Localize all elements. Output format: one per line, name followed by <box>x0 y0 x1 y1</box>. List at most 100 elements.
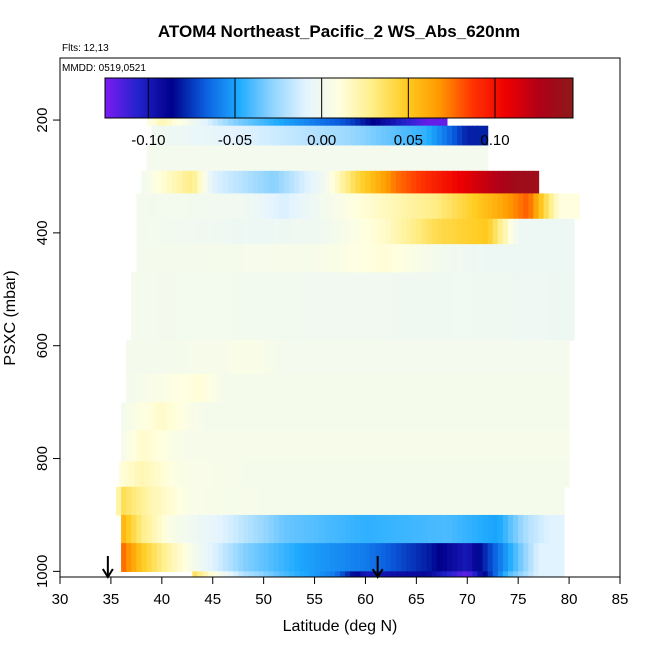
heatmap-cell-r4-c57 <box>426 193 433 220</box>
heatmap-cell-r9-c70 <box>482 373 489 403</box>
heatmap-cell-r10-c58 <box>416 402 423 431</box>
heatmap-cell-r10-c80 <box>528 402 535 431</box>
heatmap-cell-r12-c12 <box>180 461 186 488</box>
heatmap-cell-r8-c9 <box>172 340 178 375</box>
heatmap-cell-r16-c29 <box>340 571 346 577</box>
heatmap-cell-r1-c9 <box>197 125 204 147</box>
heatmap-cell-r14-c84 <box>548 514 555 544</box>
heatmap-cell-r6-c71 <box>497 244 504 273</box>
heatmap-cell-r5-c53 <box>406 218 412 245</box>
heatmap-cell-r15-c73 <box>492 543 499 572</box>
heatmap-cell-r14-c25 <box>248 514 255 544</box>
heatmap-cell-r8-c22 <box>238 340 244 375</box>
heatmap-cell-r9-c20 <box>228 373 234 403</box>
heatmap-cell-r14-c85 <box>553 514 560 544</box>
heatmap-cell-r1-c44 <box>375 125 382 147</box>
heatmap-cell-r9-c54 <box>401 373 407 403</box>
heatmap-cell-r11-c48 <box>365 430 372 462</box>
heatmap-cell-r8-c78 <box>523 340 529 375</box>
heatmap-cell-r15-c51 <box>380 543 387 572</box>
colorbar-tick-label-2: 0.00 <box>307 132 336 149</box>
heatmap-cell-r15-c86 <box>558 543 565 572</box>
heatmap-cell-r1-c45 <box>380 125 387 147</box>
heatmap-cell-r11-c12 <box>182 430 188 462</box>
heatmap-cell-r13-c40 <box>319 486 326 516</box>
heatmap-cell-r10-c42 <box>334 402 341 431</box>
heatmap-cell-r1-c1 <box>156 125 163 147</box>
heatmap-cell-r13-c48 <box>360 486 367 516</box>
heatmap-cell-r2-c35 <box>324 145 331 172</box>
heatmap-cell-r6-c60 <box>441 244 448 273</box>
heatmap-cell-r14-c2 <box>131 514 137 544</box>
heatmap-cell-r1-c37 <box>340 125 346 147</box>
heatmap-cell-r4-c52 <box>401 193 407 220</box>
heatmap-cell-r11-c43 <box>340 430 346 462</box>
heatmap-cell-r12-c2 <box>129 461 135 488</box>
heatmap-cell-r8-c12 <box>187 340 193 375</box>
heatmap-cell-r5-c75 <box>518 218 524 245</box>
heatmap-cell-r7-c6 <box>161 272 168 341</box>
heatmap-cell-r11-c52 <box>385 430 392 462</box>
heatmap-cell-r15-c77 <box>513 543 519 572</box>
heatmap-cell-r16-c61 <box>502 571 509 577</box>
heatmap-cell-r9-c17 <box>212 373 219 403</box>
heatmap-cell-r7-c63 <box>452 272 458 341</box>
heatmap-cell-r14-c29 <box>268 514 275 544</box>
heatmap-cell-r4-c13 <box>202 193 209 220</box>
heatmap-cell-r11-c46 <box>355 430 361 462</box>
heatmap-cell-r11-c72 <box>487 430 494 462</box>
heatmap-cell-r8-c52 <box>390 340 397 375</box>
heatmap-cell-r1-c54 <box>426 125 433 147</box>
heatmap-cell-r12-c53 <box>388 461 395 488</box>
heatmap-cell-r1-c36 <box>334 125 341 147</box>
heatmap-cell-r4-c51 <box>396 193 402 220</box>
heatmap-cell-r4-c59 <box>436 193 443 220</box>
heatmap-cell-r8-c50 <box>380 340 387 375</box>
heatmap-cell-r9-c29 <box>273 373 280 403</box>
heatmap-cell-r1-c53 <box>421 125 428 147</box>
heatmap-cell-r7-c56 <box>416 272 423 341</box>
heatmap-cell-r5-c26 <box>268 218 275 245</box>
heatmap-cell-r3-c28 <box>284 170 290 194</box>
heatmap-cell-r14-c4 <box>141 514 148 544</box>
heatmap-cell-r7-c32 <box>294 272 300 341</box>
heatmap-cell-r8-c1 <box>131 340 137 375</box>
heatmap-cell-r1-c12 <box>212 125 219 147</box>
heatmap-cell-r9-c30 <box>278 373 285 403</box>
heatmap-cell-r8-c58 <box>421 340 428 375</box>
heatmap-cell-r10-c35 <box>299 402 305 431</box>
heatmap-cell-r15-c41 <box>329 543 336 572</box>
heatmap-cell-r12-c59 <box>419 461 426 488</box>
heatmap-cell-r2-c42 <box>360 145 367 172</box>
heatmap-cell-r8-c85 <box>558 340 565 375</box>
heatmap-cell-r9-c46 <box>360 373 367 403</box>
y-tick-label-4: 1000 <box>34 555 51 588</box>
heatmap-cell-r11-c22 <box>233 430 239 462</box>
heatmap-cell-r8-c61 <box>436 340 443 375</box>
heatmap-cell-r12-c29 <box>266 461 273 488</box>
heatmap-cell-r15-c81 <box>533 543 540 572</box>
heatmap-cell-r12-c42 <box>332 461 339 488</box>
heatmap-cell-r5-c45 <box>365 218 372 245</box>
heatmap-cell-r12-c85 <box>551 461 558 488</box>
heatmap-cell-r4-c86 <box>574 193 580 220</box>
heatmap-cell-r2-c56 <box>431 145 438 172</box>
heatmap-cell-r14-c15 <box>197 514 204 544</box>
heatmap-cell-r5-c43 <box>355 218 361 245</box>
heatmap-cell-r13-c57 <box>406 486 412 516</box>
heatmap-cell-r5-c65 <box>467 218 473 245</box>
heatmap-cell-r5-c73 <box>508 218 514 245</box>
heatmap-cell-r12-c23 <box>236 461 242 488</box>
heatmap-cell-r1-c40 <box>355 125 361 147</box>
heatmap-cell-r3-c70 <box>497 170 504 194</box>
heatmap-cell-r5-c84 <box>564 218 570 245</box>
heatmap-cell-r16-c4 <box>212 571 219 577</box>
heatmap-cell-r12-c38 <box>312 461 319 488</box>
y-tick-label-2: 600 <box>34 333 51 358</box>
heatmap-cell-r7-c33 <box>299 272 305 341</box>
heatmap-cell-r4-c26 <box>268 193 275 220</box>
heatmap-cell-r11-c61 <box>431 430 438 462</box>
heatmap-cell-r5-c13 <box>202 218 209 245</box>
heatmap-cell-r1-c2 <box>161 125 168 147</box>
heatmap-cell-r5-c1 <box>141 218 148 245</box>
